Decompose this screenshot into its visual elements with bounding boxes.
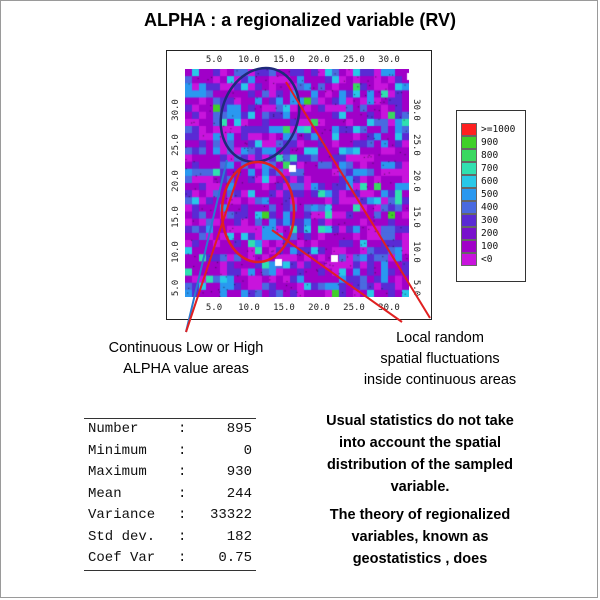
stat-name: Mean [88,485,122,502]
legend-label: 200 [481,228,499,239]
stat-colon: : [178,485,187,502]
legend-label: <0 [481,254,493,265]
x-tick-bottom-15: 15.0 [273,303,295,313]
stat-row: Mean: 244 [84,484,256,506]
local-fluctuations-line: inside continuous areas [363,372,517,388]
alpha-map: 5.0 10.0 15.0 20.0 25.0 30.0 5.0 10.0 15… [166,50,432,320]
legend-label: 100 [481,241,499,252]
y-tick-left-15: 15.0 [171,206,181,228]
stat-name: Number [88,421,139,437]
stat-colon: : [178,442,187,459]
legend-label: 500 [481,189,499,200]
stat-colon: : [178,550,187,566]
x-tick-top-15: 15.0 [273,55,295,65]
local-fluctuations-line: Local random [396,330,484,346]
x-tick-bottom-25: 25.0 [343,303,365,313]
x-tick-top-10: 10.0 [238,55,260,65]
y-tick-left-10: 10.0 [171,241,181,263]
stat-row: Number: 895 [84,419,256,441]
legend-label: 400 [481,202,499,213]
x-tick-bottom-5: 5.0 [205,303,223,313]
continuous-areas-line: Continuous Low or High [108,340,264,356]
y-tick-left-5: 5.0 [171,279,181,297]
y-tick-right-25: 25.0 [411,134,421,156]
legend-label: 600 [481,176,499,187]
stat-colon: : [178,421,187,437]
stat-value: 244 [226,485,252,502]
stat-colon: : [178,464,187,480]
y-tick-right-20: 20.0 [411,170,421,192]
stat-name: Std dev. [88,528,156,545]
y-tick-left-30: 30.0 [171,99,181,121]
stat-row: Minimum: 0 [84,441,256,463]
slide-title: ALPHA : a regionalized variable (RV) [143,10,457,30]
x-tick-top-25: 25.0 [343,55,365,65]
stat-name: Variance [88,507,156,523]
legend-swatch [461,149,477,162]
legend-label: 900 [481,137,499,148]
x-tick-top-20: 20.0 [308,55,330,65]
legend-label: 800 [481,150,499,161]
y-tick-right-5: 5.0 [411,279,421,297]
statistics-note: Usual statistics do not take into accoun… [300,410,540,570]
local-fluctuations-annotation: Local random spatial fluctuations inside… [330,328,550,391]
x-tick-bottom-20: 20.0 [308,303,330,313]
local-fluctuations-line: spatial fluctuations [380,351,500,367]
stat-colon: : [178,528,187,545]
x-tick-top-30: 30.0 [378,55,400,65]
alpha-heatmap [185,69,409,297]
color-legend: >=1000 900 800 700 600 500 400 300 200 1… [456,110,526,282]
stat-row: Coef Var: 0.75 [84,548,256,570]
x-tick-top-5: 5.0 [205,55,223,65]
legend-swatch [461,123,477,136]
continuous-areas-annotation: Continuous Low or High ALPHA value areas [76,338,296,380]
y-tick-right-15: 15.0 [411,206,421,228]
statistics-table: Number: 895 Minimum: 0 Maximum: 930 Mean: 24… [84,418,256,571]
stat-name: Maximum [88,464,147,480]
note-line: distribution of the sampled [326,457,514,473]
stat-value: 0.75 [218,550,252,566]
legend-swatch [461,240,477,253]
stat-name: Coef Var [88,550,156,566]
legend-swatch [461,253,477,266]
y-tick-left-25: 25.0 [171,134,181,156]
note-line: into account the spatial [339,435,501,451]
stat-name: Minimum [88,442,147,459]
legend-label: >=1000 [481,124,516,135]
stat-row: Variance: 33322 [84,505,256,527]
y-tick-right-30: 30.0 [411,99,421,121]
note-line: The theory of regionalized [329,507,511,523]
legend-swatch [461,188,477,201]
note-line: geostatistics , does [352,551,488,567]
y-tick-right-10: 10.0 [411,241,421,263]
legend-swatch [461,162,477,175]
stat-value: 895 [226,421,252,437]
legend-label: 300 [481,215,499,226]
stat-value: 33322 [209,507,252,523]
legend-label: 700 [481,163,499,174]
legend-swatch [461,227,477,240]
continuous-areas-line: ALPHA value areas [123,361,249,377]
x-tick-bottom-10: 10.0 [238,303,260,313]
note-line: variable. [390,479,450,495]
x-tick-bottom-30: 30.0 [378,303,400,313]
y-tick-left-20: 20.0 [171,170,181,192]
note-line: variables, known as [351,529,489,545]
legend-swatch [461,175,477,188]
stat-colon: : [178,507,187,523]
stat-row: Std dev.: 182 [84,527,256,549]
stat-value: 0 [243,442,252,459]
stat-value: 930 [226,464,252,480]
legend-swatch [461,201,477,214]
stat-value: 182 [226,528,252,545]
legend-swatch [461,214,477,227]
legend-swatch [461,136,477,149]
stat-row: Maximum: 930 [84,462,256,484]
note-line: Usual statistics do not take [326,413,514,429]
